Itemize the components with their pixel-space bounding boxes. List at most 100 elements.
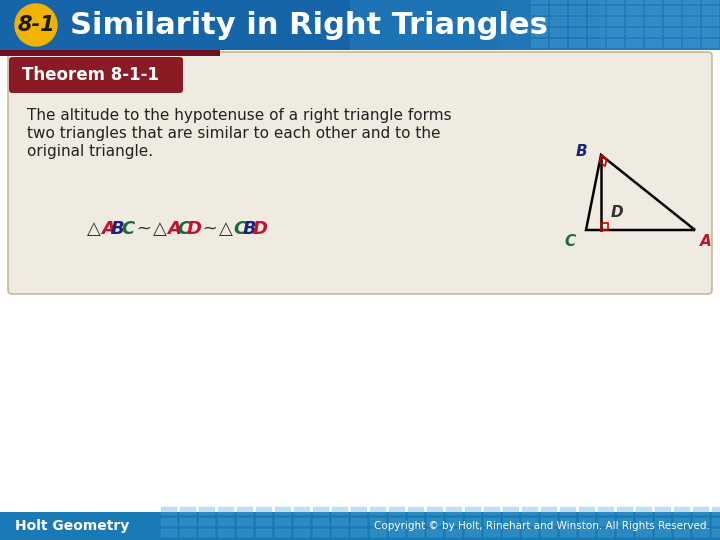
- Bar: [664, 0, 680, 3]
- Bar: [161, 507, 177, 515]
- Bar: [370, 518, 386, 526]
- Bar: [607, 6, 623, 14]
- Bar: [550, 28, 566, 36]
- Text: △: △: [219, 220, 233, 238]
- Text: ~: ~: [131, 220, 158, 238]
- Bar: [531, 17, 547, 25]
- Bar: [484, 518, 500, 526]
- Bar: [702, 39, 718, 47]
- Bar: [237, 507, 253, 515]
- Bar: [199, 507, 215, 515]
- Bar: [588, 17, 604, 25]
- Bar: [607, 39, 623, 47]
- Bar: [446, 529, 462, 537]
- Text: B: B: [575, 144, 587, 159]
- Bar: [180, 518, 196, 526]
- Bar: [0, 50, 220, 56]
- Bar: [541, 518, 557, 526]
- Bar: [655, 518, 671, 526]
- Bar: [351, 507, 367, 515]
- Text: 8-1: 8-1: [17, 15, 55, 35]
- Bar: [617, 529, 633, 537]
- Bar: [645, 39, 661, 47]
- Bar: [712, 507, 720, 515]
- Bar: [408, 529, 424, 537]
- Bar: [655, 507, 671, 515]
- Bar: [370, 507, 386, 515]
- Bar: [579, 507, 595, 515]
- Bar: [541, 529, 557, 537]
- Text: D: D: [187, 220, 202, 238]
- Bar: [588, 39, 604, 47]
- Bar: [702, 28, 718, 36]
- Bar: [683, 0, 699, 3]
- Bar: [294, 529, 310, 537]
- Bar: [560, 507, 576, 515]
- Bar: [569, 6, 585, 14]
- Bar: [550, 0, 566, 3]
- Bar: [636, 507, 652, 515]
- Bar: [199, 518, 215, 526]
- Bar: [0, 512, 720, 540]
- FancyBboxPatch shape: [8, 52, 712, 294]
- Bar: [664, 39, 680, 47]
- Bar: [600, 0, 720, 50]
- Bar: [256, 518, 272, 526]
- Bar: [693, 507, 709, 515]
- Bar: [294, 507, 310, 515]
- Bar: [408, 518, 424, 526]
- Bar: [607, 0, 623, 3]
- Text: △: △: [153, 220, 167, 238]
- Bar: [408, 507, 424, 515]
- Bar: [569, 0, 585, 3]
- Bar: [332, 518, 348, 526]
- Bar: [389, 518, 405, 526]
- Text: Copyright © by Holt, Rinehart and Winston. All Rights Reserved.: Copyright © by Holt, Rinehart and Winsto…: [374, 521, 710, 531]
- Bar: [702, 17, 718, 25]
- Text: A: A: [101, 220, 115, 238]
- Bar: [541, 507, 557, 515]
- Bar: [275, 507, 291, 515]
- Bar: [683, 39, 699, 47]
- Bar: [550, 6, 566, 14]
- Bar: [503, 507, 519, 515]
- Bar: [351, 518, 367, 526]
- Bar: [617, 507, 633, 515]
- Text: △: △: [87, 220, 101, 238]
- Text: D: D: [611, 205, 624, 220]
- Bar: [645, 0, 661, 3]
- Bar: [332, 507, 348, 515]
- Bar: [617, 518, 633, 526]
- Text: C: C: [177, 220, 190, 238]
- Bar: [645, 17, 661, 25]
- Text: C: C: [121, 220, 134, 238]
- Bar: [674, 518, 690, 526]
- Bar: [465, 529, 481, 537]
- Bar: [626, 0, 642, 3]
- Bar: [351, 529, 367, 537]
- Bar: [693, 518, 709, 526]
- Text: two triangles that are similar to each other and to the: two triangles that are similar to each o…: [27, 126, 441, 141]
- Text: Similarity in Right Triangles: Similarity in Right Triangles: [70, 10, 548, 39]
- Bar: [626, 39, 642, 47]
- Text: Holt Geometry: Holt Geometry: [15, 519, 130, 533]
- Bar: [588, 0, 604, 3]
- Circle shape: [15, 4, 57, 46]
- Bar: [645, 6, 661, 14]
- Bar: [484, 507, 500, 515]
- Bar: [199, 529, 215, 537]
- Bar: [598, 529, 614, 537]
- Text: C: C: [564, 234, 576, 249]
- Bar: [503, 518, 519, 526]
- Bar: [683, 17, 699, 25]
- Bar: [332, 529, 348, 537]
- Bar: [702, 0, 718, 3]
- Bar: [389, 529, 405, 537]
- Text: B: B: [243, 220, 257, 238]
- Bar: [664, 17, 680, 25]
- Bar: [465, 507, 481, 515]
- Bar: [427, 507, 443, 515]
- Bar: [531, 6, 547, 14]
- Bar: [256, 529, 272, 537]
- Bar: [712, 518, 720, 526]
